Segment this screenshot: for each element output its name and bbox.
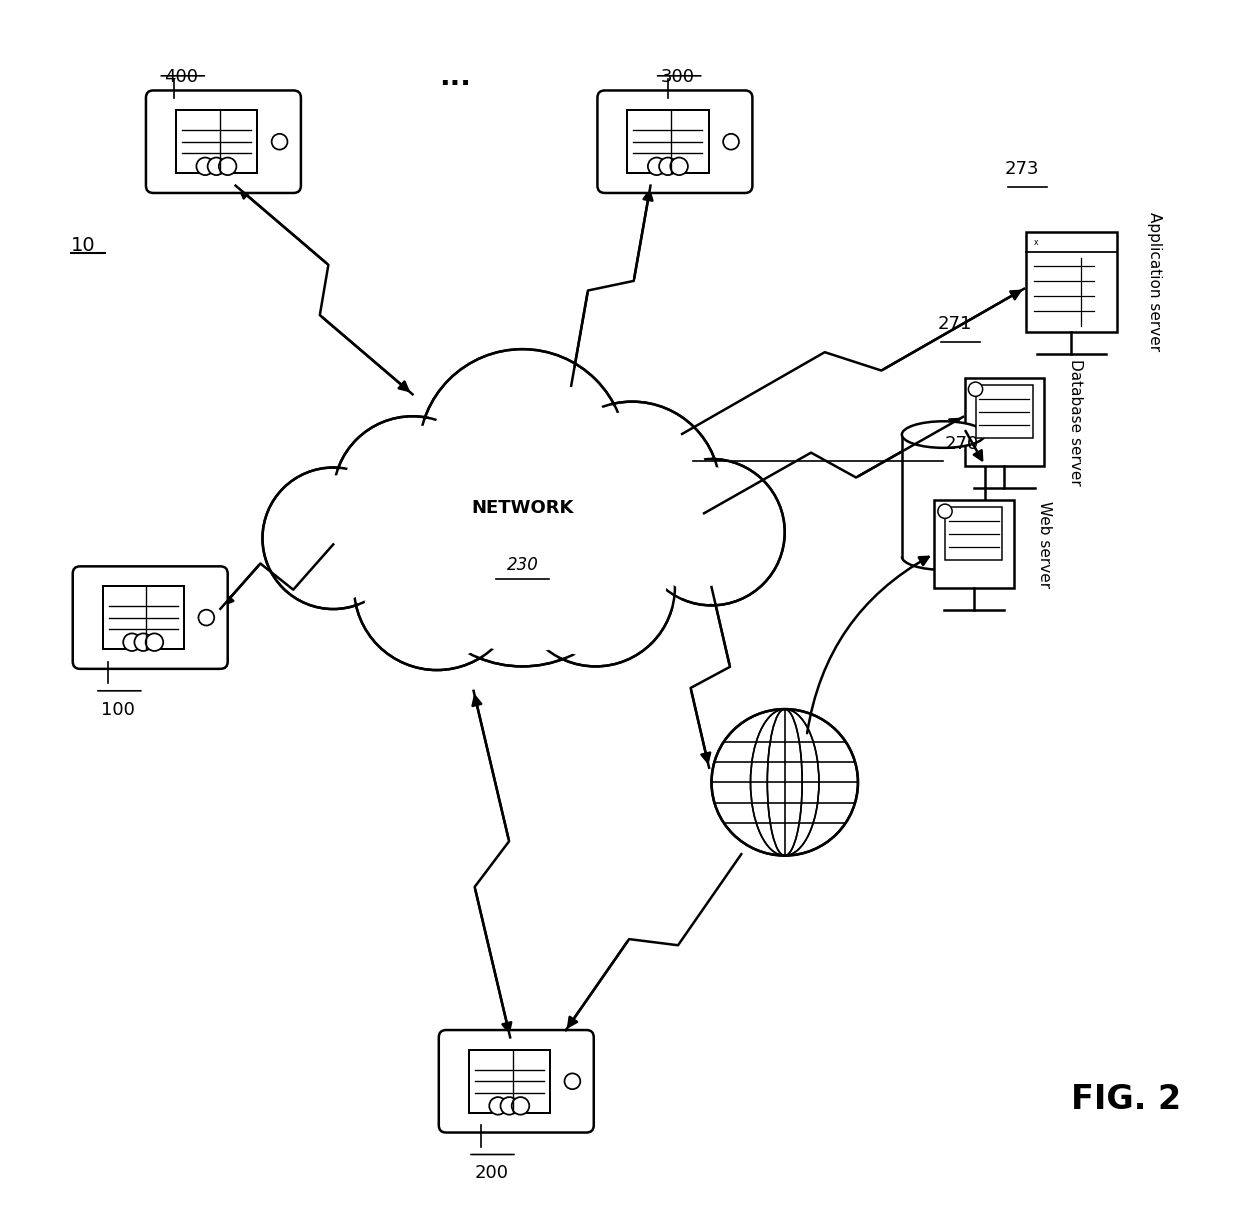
Circle shape (548, 405, 717, 574)
Circle shape (554, 412, 709, 566)
Text: 200: 200 (474, 1164, 508, 1183)
Bar (901, 434, 985, 556)
Circle shape (937, 504, 952, 519)
Circle shape (353, 504, 520, 670)
Circle shape (198, 610, 215, 625)
Circle shape (564, 1074, 580, 1090)
Text: 10: 10 (71, 236, 95, 254)
Circle shape (516, 508, 675, 667)
Circle shape (723, 133, 739, 149)
Circle shape (334, 416, 492, 575)
FancyBboxPatch shape (146, 91, 301, 193)
Circle shape (134, 634, 153, 651)
Bar (965, 378, 1044, 466)
Bar (945, 508, 1002, 560)
Text: 230: 230 (506, 556, 538, 574)
Bar (1025, 232, 1117, 333)
Ellipse shape (901, 421, 985, 448)
Circle shape (660, 158, 677, 175)
Text: Application server: Application server (1147, 213, 1162, 351)
Bar (103, 586, 184, 649)
Circle shape (263, 467, 404, 609)
Circle shape (419, 349, 626, 556)
Circle shape (265, 471, 402, 607)
Circle shape (490, 1097, 507, 1114)
Circle shape (544, 401, 720, 577)
Circle shape (520, 511, 672, 663)
Ellipse shape (340, 416, 706, 660)
Circle shape (639, 459, 785, 605)
Circle shape (647, 467, 776, 597)
Circle shape (336, 419, 489, 571)
Circle shape (501, 1097, 518, 1114)
Circle shape (207, 158, 226, 175)
Text: Database server: Database server (1068, 360, 1083, 486)
Circle shape (407, 434, 639, 667)
FancyBboxPatch shape (439, 1030, 594, 1132)
Text: 300: 300 (661, 67, 694, 86)
Circle shape (365, 514, 510, 660)
Circle shape (412, 439, 634, 662)
Circle shape (432, 362, 614, 544)
Circle shape (272, 476, 396, 600)
Text: NETWORK: NETWORK (471, 499, 574, 517)
Text: 100: 100 (102, 701, 135, 719)
Circle shape (647, 158, 666, 175)
Text: ...: ... (439, 64, 471, 91)
Bar (176, 110, 257, 174)
Text: 270: 270 (945, 435, 978, 453)
Circle shape (342, 426, 482, 565)
Text: 273: 273 (1004, 160, 1039, 179)
Text: x: x (1034, 237, 1039, 247)
Circle shape (196, 158, 215, 175)
Text: FIG. 2: FIG. 2 (1071, 1084, 1182, 1117)
FancyBboxPatch shape (73, 566, 228, 669)
Circle shape (968, 382, 982, 396)
Circle shape (420, 449, 625, 653)
Circle shape (145, 634, 164, 651)
Circle shape (423, 353, 622, 553)
Bar (934, 500, 1013, 588)
Text: Web server: Web server (1038, 501, 1053, 588)
Bar (976, 385, 1033, 438)
Circle shape (526, 517, 666, 657)
FancyBboxPatch shape (598, 91, 753, 193)
Circle shape (671, 158, 688, 175)
Circle shape (512, 1097, 529, 1114)
Bar (627, 110, 708, 174)
Text: 400: 400 (165, 67, 198, 86)
Circle shape (218, 158, 237, 175)
Circle shape (123, 634, 141, 651)
Circle shape (712, 709, 858, 856)
Circle shape (357, 508, 517, 667)
Circle shape (641, 462, 781, 603)
Text: 271: 271 (937, 316, 972, 334)
Bar (469, 1049, 551, 1113)
Circle shape (272, 133, 288, 149)
